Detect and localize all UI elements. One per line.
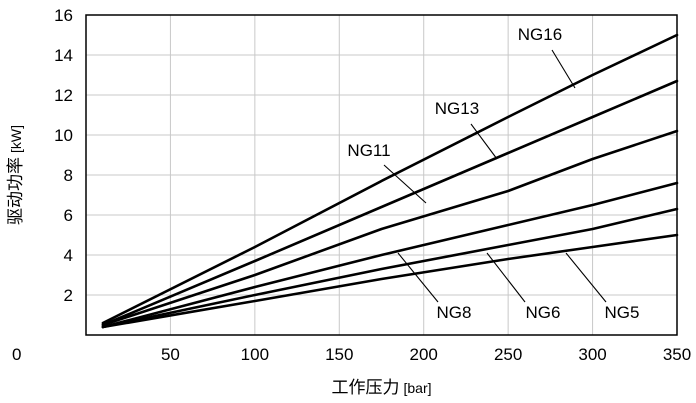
plot-frame (85, 14, 678, 336)
x-tick-label: 300 (578, 345, 606, 364)
y-tick-label: 14 (54, 46, 73, 65)
y-axis-label: 驱动功率[kW] (6, 125, 25, 225)
y-tick-label: 6 (64, 206, 73, 225)
tick-labels: 0 50 100 150 200 250 300 350 2 4 6 8 10 12 14 16 (12, 6, 691, 364)
series-line-ng6 (101, 207, 679, 329)
series-line-ng5 (101, 233, 679, 329)
series-line-ng16 (101, 33, 679, 325)
leader-line-ng13 (470, 123, 498, 160)
series-line-ng11 (101, 129, 679, 327)
leader-line-ng16 (551, 49, 576, 89)
series-label-ng11: NG11 (347, 141, 390, 160)
series-lines (101, 33, 679, 329)
series-line-ng8 (101, 181, 679, 329)
series-label-ng13: NG13 (435, 99, 479, 118)
series-label-ng16: NG16 (518, 25, 562, 44)
x-tick-label: 200 (410, 345, 438, 364)
y-tick-label: 16 (54, 6, 73, 25)
series-label-ng8: NG8 (437, 303, 472, 322)
series-labels: NG16 NG13 NG11 NG8 NG6 NG5 (347, 25, 639, 322)
y-tick-label: 4 (64, 246, 73, 265)
x-axis-label: 工作压力 [bar] (331, 378, 431, 397)
x-tick-label: 50 (161, 345, 180, 364)
leader-line-ng6 (486, 252, 526, 303)
series-label-ng6: NG6 (526, 303, 561, 322)
grid (86, 15, 677, 335)
x-tick-label: 150 (325, 345, 353, 364)
x-tick-label: 350 (663, 345, 691, 364)
x-tick-label: 0 (12, 345, 21, 364)
series-label-ng5: NG5 (605, 303, 640, 322)
series-line-ng13 (101, 79, 679, 327)
y-tick-label: 10 (54, 126, 73, 145)
leader-line-ng11 (383, 164, 427, 204)
y-tick-label: 2 (64, 286, 73, 305)
y-tick-label: 12 (54, 86, 73, 105)
leader-line-ng8 (397, 252, 439, 303)
y-tick-label: 8 (64, 166, 73, 185)
x-tick-label: 100 (241, 345, 269, 364)
x-tick-label: 250 (494, 345, 522, 364)
leader-line-ng5 (565, 252, 607, 303)
